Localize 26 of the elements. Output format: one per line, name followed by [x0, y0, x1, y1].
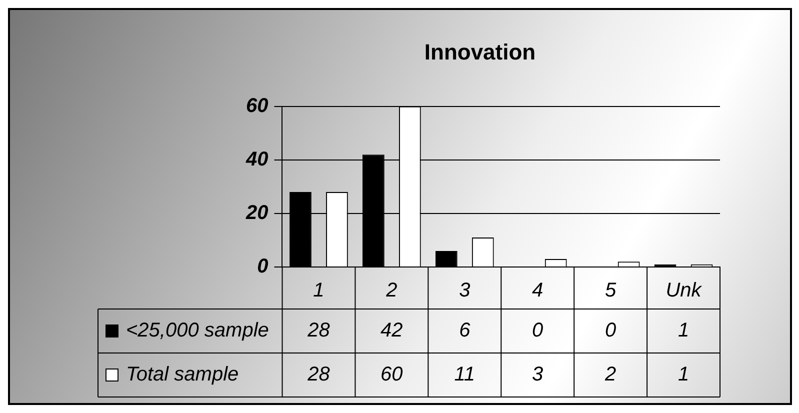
- data-label: 2: [604, 364, 616, 386]
- data-label: 11: [454, 364, 476, 386]
- x-tick-label: 1: [313, 280, 324, 302]
- data-label: 28: [306, 364, 330, 386]
- data-label: 3: [532, 364, 544, 386]
- data-label: 0: [532, 320, 544, 342]
- y-tick-label: 40: [244, 148, 268, 170]
- x-tick-label: 2: [385, 280, 398, 302]
- data-label: 6: [459, 320, 472, 342]
- x-tick-label: 3: [459, 280, 470, 302]
- chart-title: Innovation: [424, 39, 536, 64]
- x-tick-label: 4: [532, 280, 544, 302]
- data-label: 1: [678, 320, 690, 342]
- legend-label: <25,000 sample: [126, 320, 269, 342]
- x-tick-label: Unk: [666, 280, 702, 302]
- x-tick-label: 5: [605, 280, 617, 302]
- bar: [435, 250, 458, 266]
- y-tick-label: 60: [246, 94, 268, 117]
- data-label: 1: [678, 364, 690, 386]
- y-tick-label: 0: [257, 256, 268, 278]
- data-label: 0: [605, 320, 616, 342]
- data-label: 60: [380, 364, 403, 386]
- data-label: 28: [306, 320, 330, 342]
- data-label: 42: [380, 320, 403, 342]
- y-tick-label: 20: [244, 202, 268, 224]
- legend-label: Total sample: [126, 364, 239, 386]
